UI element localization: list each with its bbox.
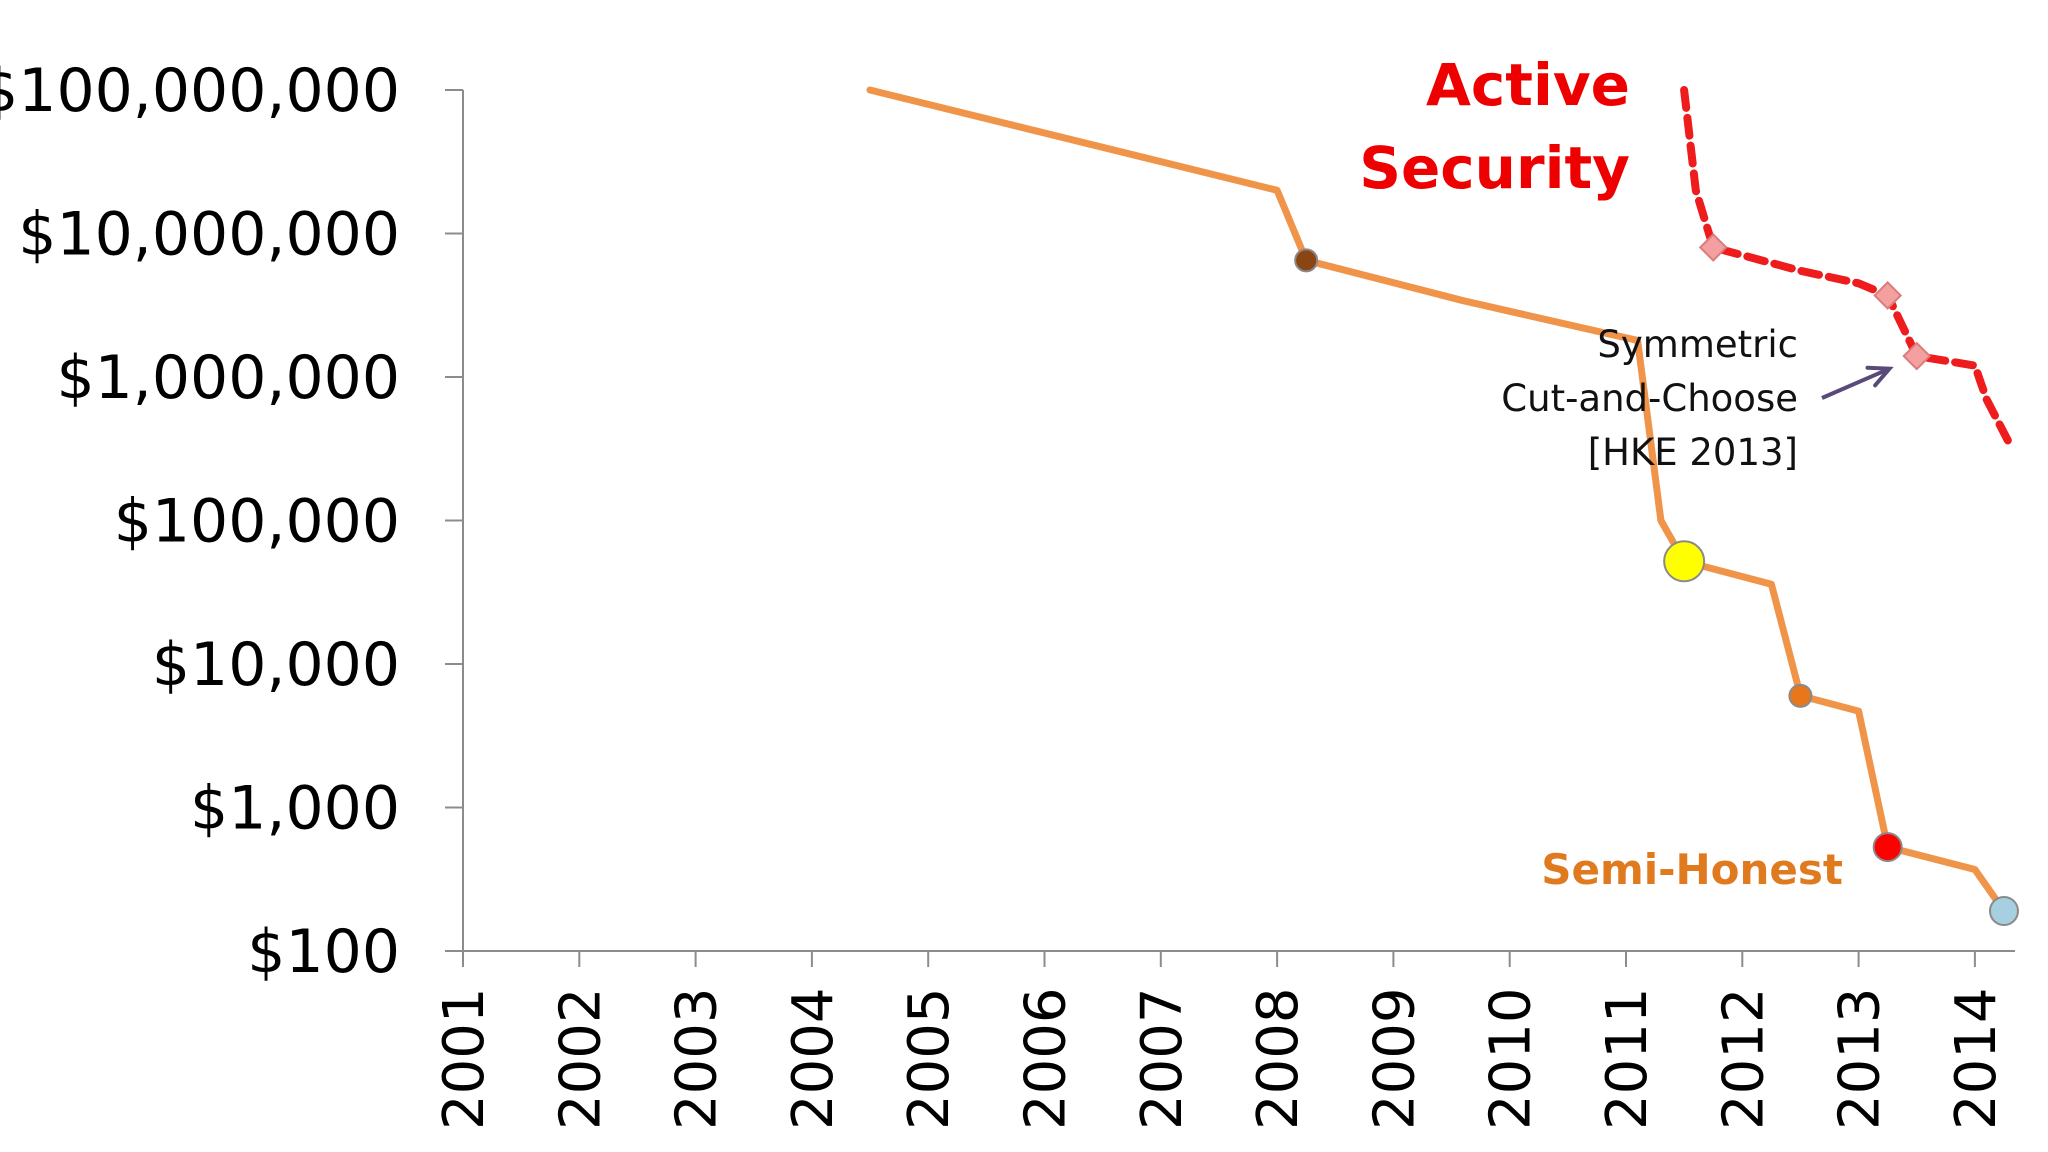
- x-tick-label: 2002: [548, 987, 613, 1130]
- semi-honest-point: [1872, 832, 1903, 863]
- x-tick-label: 2005: [897, 987, 962, 1130]
- semi-honest-point: [1294, 248, 1319, 273]
- y-tick-label: $100,000,000: [0, 56, 400, 126]
- active-security-point: [1873, 281, 1903, 310]
- x-tick-label: 2006: [1014, 987, 1079, 1130]
- annotation-line-3: [HKE 2013]: [1588, 431, 1798, 474]
- marker-layer: [1294, 232, 2019, 926]
- x-tick-label: 2011: [1595, 987, 1660, 1130]
- y-axis-ticks: $100 $1,000 $10,000 $100,000 $1,000,000 $10,0…: [0, 56, 463, 987]
- x-tick-label: 2008: [1246, 987, 1311, 1130]
- semi-honest-label: Semi-Honest: [1541, 845, 1843, 894]
- y-tick-label: $1,000,000: [56, 343, 400, 413]
- y-tick-label: $10,000: [152, 630, 400, 700]
- active-security-point: [1698, 232, 1728, 262]
- annotation-arrow: [1821, 365, 1894, 400]
- annotation-line-2: Cut-and-Choose: [1501, 377, 1798, 420]
- x-axis-ticks: 2001 2002 2003 2004 2005 2006 2007 2008 2009 2010…: [432, 951, 2009, 1130]
- semi-honest-point: [1663, 540, 1706, 583]
- active-security-series-line: [1680, 86, 2014, 449]
- y-tick-label: $100,000: [114, 487, 400, 557]
- y-tick-label: $10,000,000: [18, 200, 400, 270]
- x-tick-label: 2013: [1828, 987, 1893, 1130]
- y-tick-label: $1,000: [190, 774, 400, 844]
- x-tick-label: 2003: [665, 987, 730, 1130]
- x-tick-label: 2009: [1362, 987, 1427, 1130]
- semi-honest-series-line: [866, 86, 2008, 915]
- annotation-symmetric-cut-and-choose: Symmetric Cut-and-Choose [HKE 2013]: [1501, 323, 1894, 474]
- y-tick-label: $100: [247, 917, 400, 987]
- annotation-line-1: Symmetric: [1597, 323, 1798, 366]
- active-security-point: [1902, 341, 1932, 371]
- x-tick-label: 2012: [1711, 987, 1776, 1130]
- active-security-label-line-1: Active: [1426, 51, 1630, 119]
- active-security-label-line-2: Security: [1359, 134, 1630, 202]
- x-tick-label: 2007: [1130, 987, 1195, 1130]
- x-tick-label: 2010: [1479, 987, 1544, 1130]
- semi-honest-point: [1988, 895, 2019, 926]
- x-tick-label: 2004: [781, 987, 846, 1130]
- annotation-arrow-head: [1865, 365, 1894, 388]
- axes: [462, 90, 2015, 952]
- annotation-arrow-shaft: [1821, 366, 1891, 400]
- series-layer: [866, 86, 2014, 915]
- x-tick-label: 2001: [432, 987, 497, 1130]
- x-tick-label: 2014: [1944, 987, 2009, 1130]
- semi-honest-point: [1788, 683, 1813, 708]
